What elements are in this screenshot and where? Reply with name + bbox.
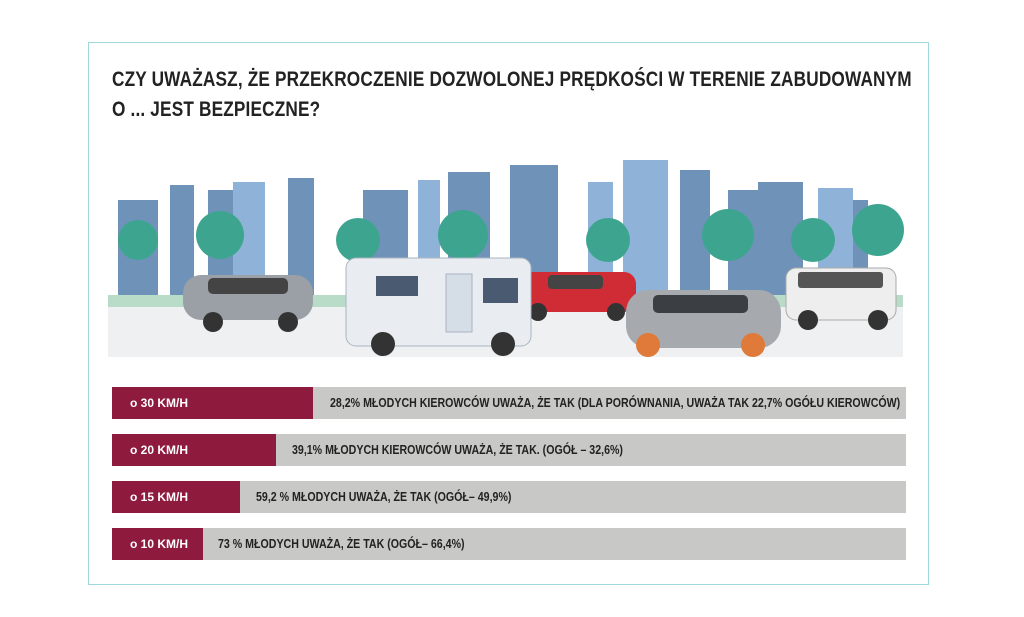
illustration xyxy=(108,160,904,357)
title: O ... JEST BEZPIECZNE? xyxy=(112,98,321,121)
row-label: o 10 KM/H xyxy=(112,528,203,560)
title: CZY UWAŻASZ, ŻE PRZEKROCZENIE DOZWOLONEJ… xyxy=(112,68,912,91)
row-text: 59,2 % MŁODYCH UWAŻA, ŻE TAK (OGÓŁ– 49,9… xyxy=(256,490,512,504)
row-label: o 30 KM/H xyxy=(112,387,313,419)
row: o 15 KM/H 59,2 % MŁODYCH UWAŻA, ŻE TAK (O… xyxy=(112,481,906,513)
row-label: o 20 KM/H xyxy=(112,434,276,466)
row: o 20 KM/H 39,1% MŁODYCH KIEROWCÓW UWAŻA, … xyxy=(112,434,906,466)
row-label: o 15 KM/H xyxy=(112,481,240,513)
row-text: 39,1% MŁODYCH KIEROWCÓW UWAŻA, ŻE TAK. (… xyxy=(292,443,623,457)
row: o 30 KM/H 28,2% MŁODYCH KIEROWCÓW UWAŻA, … xyxy=(112,387,906,419)
row-text: 73 % MŁODYCH UWAŻA, ŻE TAK (OGÓŁ– 66,4%) xyxy=(218,537,465,551)
row-text: 28,2% MŁODYCH KIEROWCÓW UWAŻA, ŻE TAK (D… xyxy=(330,396,901,410)
row: o 10 KM/H 73 % MŁODYCH UWAŻA, ŻE TAK (OGÓ… xyxy=(112,528,906,560)
frame xyxy=(88,42,929,585)
